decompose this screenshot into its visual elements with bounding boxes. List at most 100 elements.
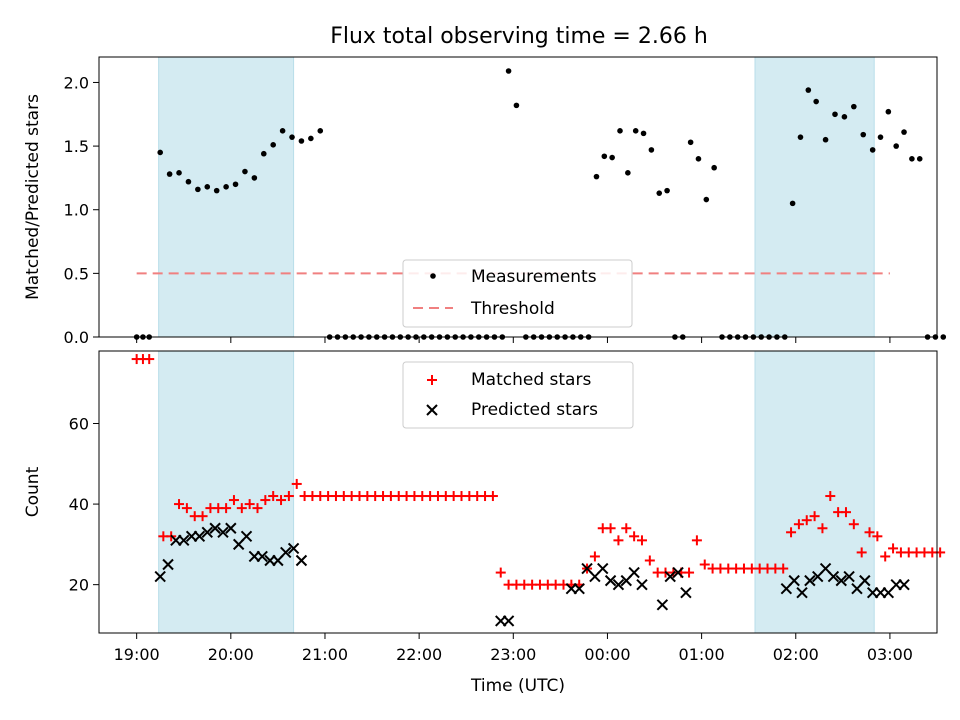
matched-star-point (864, 527, 875, 538)
measurement-point (916, 156, 923, 162)
y-tick-label: 20 (69, 576, 89, 595)
measurement-point (223, 184, 229, 190)
x-b (656, 599, 669, 611)
matched-star-point (801, 515, 812, 526)
matched-star-point (268, 491, 279, 502)
x-b (604, 574, 617, 587)
y-tick-label: 0.5 (64, 264, 89, 283)
matched-star-point (221, 503, 232, 514)
measurement-point (166, 171, 173, 177)
measurement-point (289, 134, 295, 140)
measurement-point (656, 190, 663, 196)
measurement-point (813, 98, 819, 105)
x-b (898, 578, 910, 591)
legend-label: Matched stars (471, 370, 591, 390)
matched-star-point (699, 559, 710, 570)
legend-measurement-marker (430, 273, 436, 279)
matched-star-point (621, 523, 632, 534)
x-b (859, 574, 871, 587)
measurement-point (593, 173, 600, 180)
matched-star-point (888, 543, 899, 554)
measurement-point (317, 128, 324, 134)
predicted-star-point (628, 566, 640, 579)
x-b (827, 570, 840, 583)
matched-star-point (174, 499, 185, 510)
measurement-point (789, 200, 796, 207)
measurement-point (308, 135, 314, 142)
x-b (612, 578, 625, 591)
predicted-star-point (502, 615, 515, 627)
legend-frame (402, 259, 633, 328)
y-tick-label: 1.5 (64, 137, 89, 156)
measurement-point (841, 114, 848, 120)
predicted-star-point (796, 587, 808, 599)
top-axes-frame (98, 56, 938, 338)
predicted-star-point (597, 562, 609, 575)
x-b (193, 530, 206, 543)
measurement-point (251, 175, 258, 181)
x-b (835, 574, 847, 587)
predicted-star-point (835, 574, 847, 587)
matched-star-point (197, 511, 208, 522)
x-b (502, 615, 515, 627)
shaded-region (754, 56, 875, 338)
bottom-legend: Matched stars Predicted stars (402, 361, 634, 429)
predicted-star-point (672, 566, 684, 579)
x-b (178, 534, 190, 547)
x-axis-label: Time (UTC) (470, 676, 565, 696)
x-b (636, 578, 648, 591)
x-tick-label: 23:00 (490, 645, 536, 664)
x-tick-label: 21:00 (302, 645, 348, 664)
legend-label: Threshold (470, 299, 555, 319)
measurement-point (232, 181, 239, 188)
top-panel: 0.00.51.01.52.0 Matched/Predicted stars … (23, 56, 947, 347)
measurement-point (711, 164, 717, 171)
predicted-star-point (193, 530, 206, 543)
measurement-point (893, 143, 899, 149)
matched-star-point (778, 563, 789, 574)
matched-star-point (644, 555, 655, 566)
x-tick-label: 22:00 (396, 645, 442, 664)
predicted-star-point (154, 570, 166, 583)
measurement-point (695, 156, 702, 162)
matched-star-point (260, 495, 271, 506)
predicted-star-point (201, 526, 213, 538)
legend-label: Predicted stars (471, 400, 598, 420)
matched-star-point (848, 519, 859, 530)
matched-star-point (691, 535, 702, 546)
predicted-star-point (287, 542, 300, 555)
predicted-star-point (225, 522, 237, 534)
measurement-point (157, 149, 164, 156)
x-tick-label: 02:00 (773, 645, 819, 664)
matched-star-point (872, 531, 883, 542)
measurement-point (877, 134, 884, 140)
measurement-point (703, 196, 710, 203)
predicted-star-point (217, 526, 229, 538)
predicted-star-point (295, 554, 308, 567)
predicted-star-point (612, 578, 625, 591)
predicted-star-point (280, 546, 292, 559)
measurement-point (687, 139, 694, 146)
x-b (796, 587, 808, 599)
measurement-point (298, 138, 305, 144)
x-b (154, 570, 166, 583)
measurement-point (901, 129, 907, 135)
matched-star-point (236, 503, 247, 514)
measurement-point (242, 168, 248, 175)
matched-star-point (487, 491, 498, 502)
measurement-point (909, 156, 915, 162)
x-b (201, 526, 213, 538)
predicted-star-point (656, 599, 669, 611)
predicted-star-point (240, 530, 253, 543)
matched-star-point (809, 511, 820, 522)
chart-title: Flux total observing time = 2.66 h (330, 24, 708, 49)
matched-stars-points (131, 354, 946, 590)
predicted-star-point (804, 574, 816, 587)
x-b (804, 574, 816, 587)
measurement-point (505, 68, 512, 74)
y-tick-label: 1.0 (64, 201, 89, 220)
x-b (217, 526, 229, 538)
matched-star-point (856, 547, 867, 558)
legend-label: Measurements (471, 267, 597, 287)
predicted-star-point (178, 534, 190, 547)
